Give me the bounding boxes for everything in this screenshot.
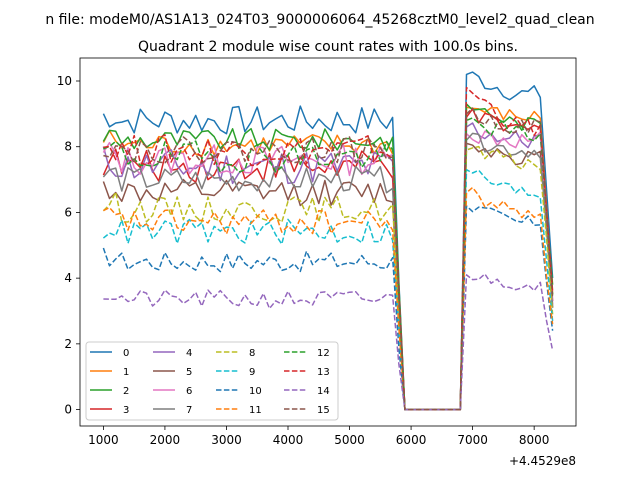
legend-label-13: 13 [317, 367, 330, 378]
series-line-11 [103, 186, 554, 411]
y-tick-label: 8 [64, 140, 72, 154]
figure-suptitle: n file: modeM0/AS1A13_024T03_9000006064_… [45, 12, 594, 28]
legend-label-15: 15 [317, 405, 330, 416]
legend-label-14: 14 [317, 386, 330, 397]
series-line-4 [102, 122, 554, 411]
x-tick-label: 1000 [88, 433, 119, 447]
series-line-12 [103, 117, 554, 411]
y-tick-label: 0 [64, 403, 72, 417]
series-line-8 [102, 145, 554, 411]
legend-label-9: 9 [249, 367, 255, 378]
legend-label-10: 10 [249, 386, 262, 397]
legend-label-5: 5 [186, 367, 192, 378]
y-tick-label: 10 [57, 74, 72, 88]
x-tick-label: 7000 [457, 433, 488, 447]
legend-label-12: 12 [317, 348, 330, 359]
x-tick-label: 3000 [211, 433, 242, 447]
legend-label-7: 7 [186, 405, 192, 416]
series-line-0 [102, 71, 554, 411]
x-tick-label: 4000 [273, 433, 304, 447]
series-line-10 [102, 205, 554, 411]
legend-label-4: 4 [186, 348, 192, 359]
series-line-6 [102, 130, 554, 411]
legend-label-3: 3 [123, 405, 129, 416]
series-line-14 [103, 273, 554, 411]
x-tick-label: 2000 [150, 433, 181, 447]
x-tick-label: 5000 [334, 433, 365, 447]
legend-frame [85, 341, 339, 421]
legend-label-2: 2 [123, 386, 129, 397]
x-axis: 1000 2000 3000 4000 5000 6000 7000 8000 [88, 426, 549, 447]
x-tick-label: 6000 [396, 433, 427, 447]
legend-label-11: 11 [249, 405, 262, 416]
y-tick-label: 2 [64, 337, 72, 351]
legend-label-8: 8 [249, 348, 255, 359]
chart-title: Quadrant 2 module wise count rates with … [138, 39, 518, 55]
y-axis: 0 2 4 6 8 10 [57, 74, 80, 417]
series-line-5 [102, 142, 554, 411]
y-tick-label: 6 [64, 205, 72, 219]
legend-label-0: 0 [123, 348, 129, 359]
series-line-15 [103, 107, 554, 411]
legend-label-1: 1 [123, 367, 129, 378]
x-tick-label: 8000 [519, 433, 550, 447]
y-tick-label: 4 [64, 271, 72, 285]
plot-frame [79, 57, 577, 427]
series-lines [102, 71, 554, 411]
series-line-9 [102, 168, 554, 411]
x-offset-label: +4.4529e8 [509, 454, 576, 468]
series-line-7 [102, 132, 554, 411]
legend-label-6: 6 [186, 386, 192, 397]
